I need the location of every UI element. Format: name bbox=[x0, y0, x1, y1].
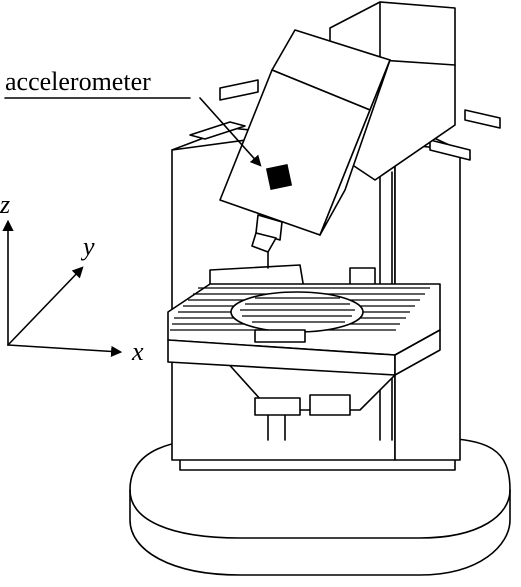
worktable bbox=[167, 264, 441, 376]
y-axis-arrow bbox=[7, 266, 84, 346]
axis-triad: z x y bbox=[0, 190, 144, 366]
x-axis-label: x bbox=[131, 337, 144, 366]
accelerometer-pointer bbox=[199, 97, 262, 167]
spindle-head bbox=[219, 1, 456, 269]
accelerometer-label: accelerometer bbox=[5, 67, 151, 96]
accelerometer-sensor bbox=[265, 163, 293, 191]
y-axis-label: y bbox=[80, 232, 95, 261]
x-axis-arrow bbox=[7, 344, 123, 358]
z-axis-label: z bbox=[0, 190, 10, 219]
